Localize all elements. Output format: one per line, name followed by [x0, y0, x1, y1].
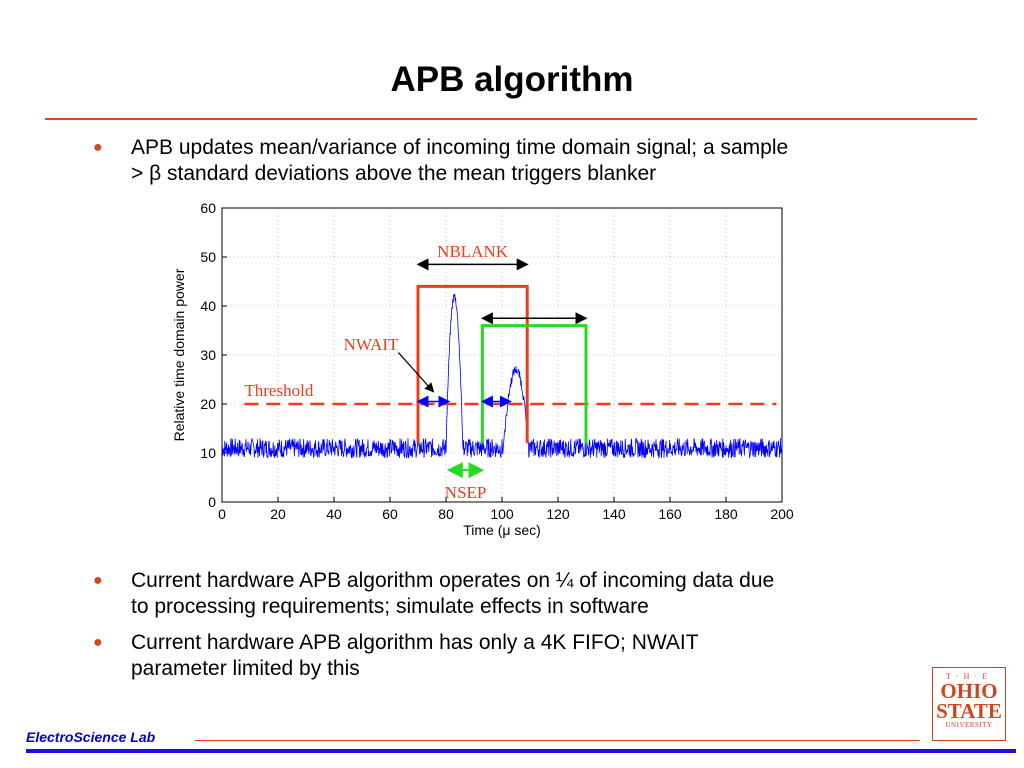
bullet-dot-icon: ● — [93, 634, 103, 651]
y-tick-label: 30 — [200, 347, 216, 363]
logo-the: T·H·E — [946, 672, 992, 681]
y-tick-label: 20 — [200, 396, 216, 412]
nwait-pointer — [397, 352, 435, 393]
x-tick-label: 60 — [382, 506, 398, 522]
y-tick-label: 10 — [200, 445, 216, 461]
y-tick-label: 40 — [200, 298, 216, 314]
nsep-label: NSEP — [445, 483, 487, 502]
bullet-text: Current hardware APB algorithm operates … — [131, 568, 774, 620]
footer-lab-name: ElectroScience Lab — [26, 729, 156, 745]
threshold-label: Threshold — [244, 381, 313, 400]
x-tick-label: 40 — [326, 506, 342, 522]
x-tick-label: 120 — [546, 506, 570, 522]
y-tick-label: 50 — [200, 249, 216, 265]
x-axis-label: Time (μ sec) — [463, 522, 541, 538]
nblank-label: NBLANK — [437, 242, 509, 261]
bullet-text: APB updates mean/variance of incoming ti… — [131, 135, 788, 187]
x-tick-label: 180 — [714, 506, 738, 522]
bullet-dot-icon: ● — [93, 572, 103, 589]
nblank-window — [416, 284, 529, 444]
bullet-line: to processing requirements; simulate eff… — [131, 595, 649, 618]
signal-chart: 0 20 40 60 80 100 120 140 160 180 200 0 10 20 30 40 50 60… — [171, 200, 794, 538]
plot-frame — [221, 207, 783, 503]
logo-state: STATE — [936, 699, 1002, 723]
x-tick-label: 160 — [658, 506, 682, 522]
logo-university: UNIVERSITY — [945, 721, 993, 729]
bullet-line: Current hardware APB algorithm has only … — [131, 631, 699, 654]
nwait-label: NWAIT — [344, 335, 399, 354]
bullet-line: > β standard deviations above the mean t… — [131, 162, 657, 185]
x-tick-label: 20 — [270, 506, 286, 522]
title-divider — [45, 118, 977, 120]
logo-ohio: OHIO — [940, 679, 998, 703]
x-tick-label: 200 — [770, 506, 794, 522]
signal-series-line — [221, 293, 783, 459]
bullet-line: APB updates mean/variance of incoming ti… — [131, 136, 789, 159]
second-blank-window — [480, 324, 588, 444]
y-axis-label: Relative time domain power — [171, 268, 187, 441]
bullet-text: Current hardware APB algorithm has only … — [131, 630, 699, 682]
footer-divider-thin — [195, 740, 920, 741]
footer-divider-thick — [26, 749, 1016, 753]
bullet-line: parameter limited by this — [131, 657, 360, 680]
x-tick-label: 100 — [490, 506, 514, 522]
bullet-line: Current hardware APB algorithm operates … — [131, 569, 775, 592]
slide-title: APB algorithm — [390, 60, 634, 99]
y-tick-label: 60 — [200, 200, 216, 216]
x-tick-label: 80 — [438, 506, 454, 522]
y-tick-label: 0 — [208, 494, 216, 510]
ohio-state-logo: T·H·E OHIO STATE UNIVERSITY — [932, 667, 1006, 741]
x-tick-label: 140 — [602, 506, 626, 522]
x-tick-label: 0 — [218, 506, 226, 522]
bullet-dot-icon: ● — [93, 139, 103, 156]
